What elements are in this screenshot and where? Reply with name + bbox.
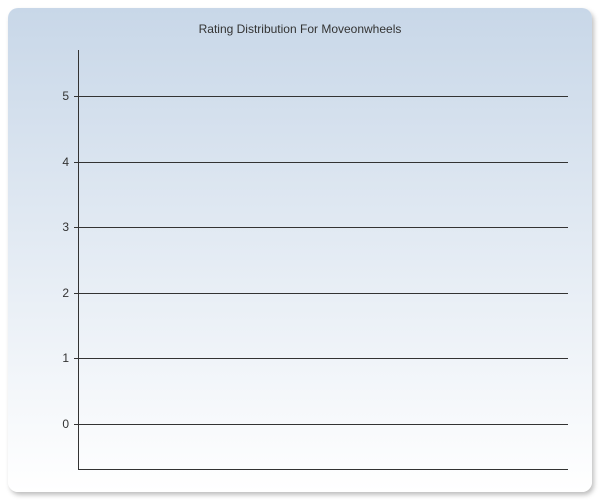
gridline [79,358,568,359]
plot-area: 012345 [78,50,568,470]
gridline [79,293,568,294]
gridline [79,227,568,228]
tick-mark [74,293,79,294]
y-tick-label: 3 [62,220,69,234]
y-tick-label: 2 [62,286,69,300]
tick-mark [74,358,79,359]
gridline [79,424,568,425]
gridline [79,162,568,163]
y-tick-label: 4 [62,155,69,169]
y-tick-label: 1 [62,351,69,365]
tick-mark [74,424,79,425]
y-tick-label: 0 [62,417,69,431]
tick-mark [74,96,79,97]
y-tick-label: 5 [62,89,69,103]
tick-mark [74,162,79,163]
gridline [79,96,568,97]
tick-mark [74,227,79,228]
chart-title: Rating Distribution For Moveonwheels [8,22,592,36]
chart-container: Rating Distribution For Moveonwheels 012… [8,8,592,492]
chart-background: Rating Distribution For Moveonwheels 012… [8,8,592,492]
